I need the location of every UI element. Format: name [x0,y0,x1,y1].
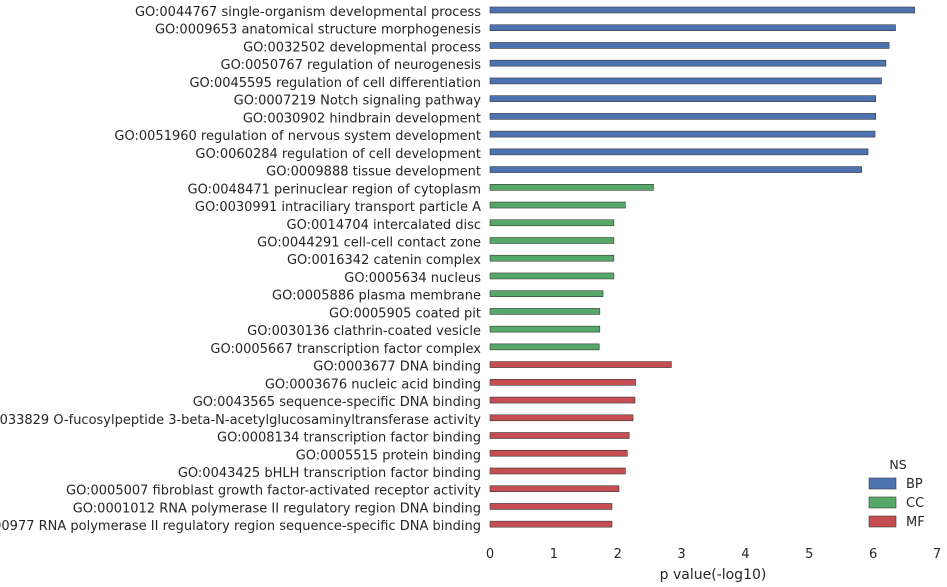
y-tick-label: GO:0003676 nucleic acid binding [265,377,481,392]
y-tick-label: GO:0005515 protein binding [296,448,481,463]
bar-cc [489,343,600,351]
y-tick-label: GO:0033829 O-fucosylpeptide 3-beta-N-ace… [0,413,481,428]
legend-label-cc: CC [906,496,924,511]
bar-cc [489,272,615,280]
legend-label-bp: BP [906,477,923,492]
y-tick-label: GO:0005634 nucleus [344,271,481,286]
x-tick-label: 1 [550,547,558,562]
bar-cc [489,290,604,297]
bar-bp [489,166,862,173]
y-tick-label: GO:0048471 perinuclear region of cytopla… [188,182,481,197]
y-tick-label: GO:0003677 DNA binding [313,360,481,375]
bar-cc [489,237,615,244]
y-tick-label: GO:0032502 developmental process [243,40,481,55]
x-tick-label: 3 [677,547,685,562]
x-tick-label: 6 [869,547,877,562]
x-axis-label: p value(-log10) [660,567,767,583]
bar-mf [489,503,613,510]
y-tick-label: GO:0007219 Notch signaling pathway [234,94,482,109]
y-tick-labels: GO:0044767 single-organism developmental… [0,5,481,534]
y-tick-label: GO:0044767 single-organism developmental… [135,5,481,20]
y-tick-label: GO:0009653 anatomical structure morphoge… [155,23,481,38]
legend-swatch-bp [868,477,897,490]
y-tick-label: GO:0005886 plasma membrane [272,289,481,304]
bar-cc [489,325,601,333]
y-tick-label: GO:0000977 RNA polymerase II regulatory … [0,519,481,534]
legend-entries: BP CC MF [868,477,925,530]
y-tick-label: GO:0009888 tissue development [266,165,481,180]
bar-cc [489,184,654,191]
y-tick-label: GO:0001012 RNA polymerase II regulatory … [73,501,481,516]
y-tick-label: GO:0045595 regulation of cell differenti… [189,76,481,91]
bar-mf [489,485,620,493]
bar-bp [489,130,876,138]
bar-bp [489,24,896,32]
y-tick-label: GO:0005667 transcription factor complex [210,342,481,357]
y-tick-label: GO:0060284 regulation of cell developmen… [195,147,481,162]
bar-mf [489,361,672,368]
bar-cc [489,308,601,315]
y-tick-label: GO:0030902 hindbrain development [243,111,481,126]
y-tick-label: GO:0044291 cell-cell contact zone [257,235,481,250]
y-tick-label: GO:0030991 intraciliary transport partic… [195,200,481,215]
bars-layer [489,6,915,528]
legend-title: NS [889,457,906,472]
legend: NS BP CC MF [868,457,925,530]
bar-cc [489,219,615,227]
bar-mf [489,379,636,386]
y-tick-label: GO:0050767 regulation of neurogenesis [221,58,482,73]
y-tick-label: GO:0016342 catenin complex [287,253,481,268]
y-tick-label: GO:0043565 sequence-specific DNA binding [193,395,481,410]
bar-mf [489,520,613,528]
bar-mf [489,449,628,457]
legend-swatch-cc [868,496,897,509]
x-tick-label: 0 [486,547,494,562]
bar-mf [489,432,630,439]
x-tick-labels: 0 1 2 3 4 5 6 7 [486,547,941,562]
y-tick-label: GO:0005007 fibroblast growth factor-acti… [66,484,481,499]
bar-bp [489,95,876,102]
legend-swatch-mf [868,515,897,528]
legend-label-mf: MF [906,515,925,530]
bar-mf [489,396,636,404]
x-tick-label: 4 [741,547,749,562]
y-tick-label: GO:0014704 intercalated disc [287,218,481,233]
x-tick-label: 5 [805,547,813,562]
y-tick-label: GO:0008134 transcription factor binding [217,431,481,446]
bar-bp [489,42,890,49]
bar-bp [489,148,869,156]
bar-mf [489,467,626,475]
bar-bp [489,77,882,85]
x-tick-label: 7 [933,547,941,562]
bar-cc [489,201,626,209]
y-tick-label: GO:0043425 bHLH transcription factor bin… [178,466,481,481]
bar-bp [489,59,887,67]
bar-bp [489,6,915,14]
y-tick-label: GO:0051960 regulation of nervous system … [114,129,481,144]
x-tick-label: 2 [614,547,622,562]
bar-bp [489,113,876,120]
y-tick-label: GO:0005905 coated pit [329,306,481,321]
y-tick-label: GO:0030136 clathrin-coated vesicle [247,324,481,339]
bar-cc [489,254,615,262]
bar-mf [489,414,634,422]
